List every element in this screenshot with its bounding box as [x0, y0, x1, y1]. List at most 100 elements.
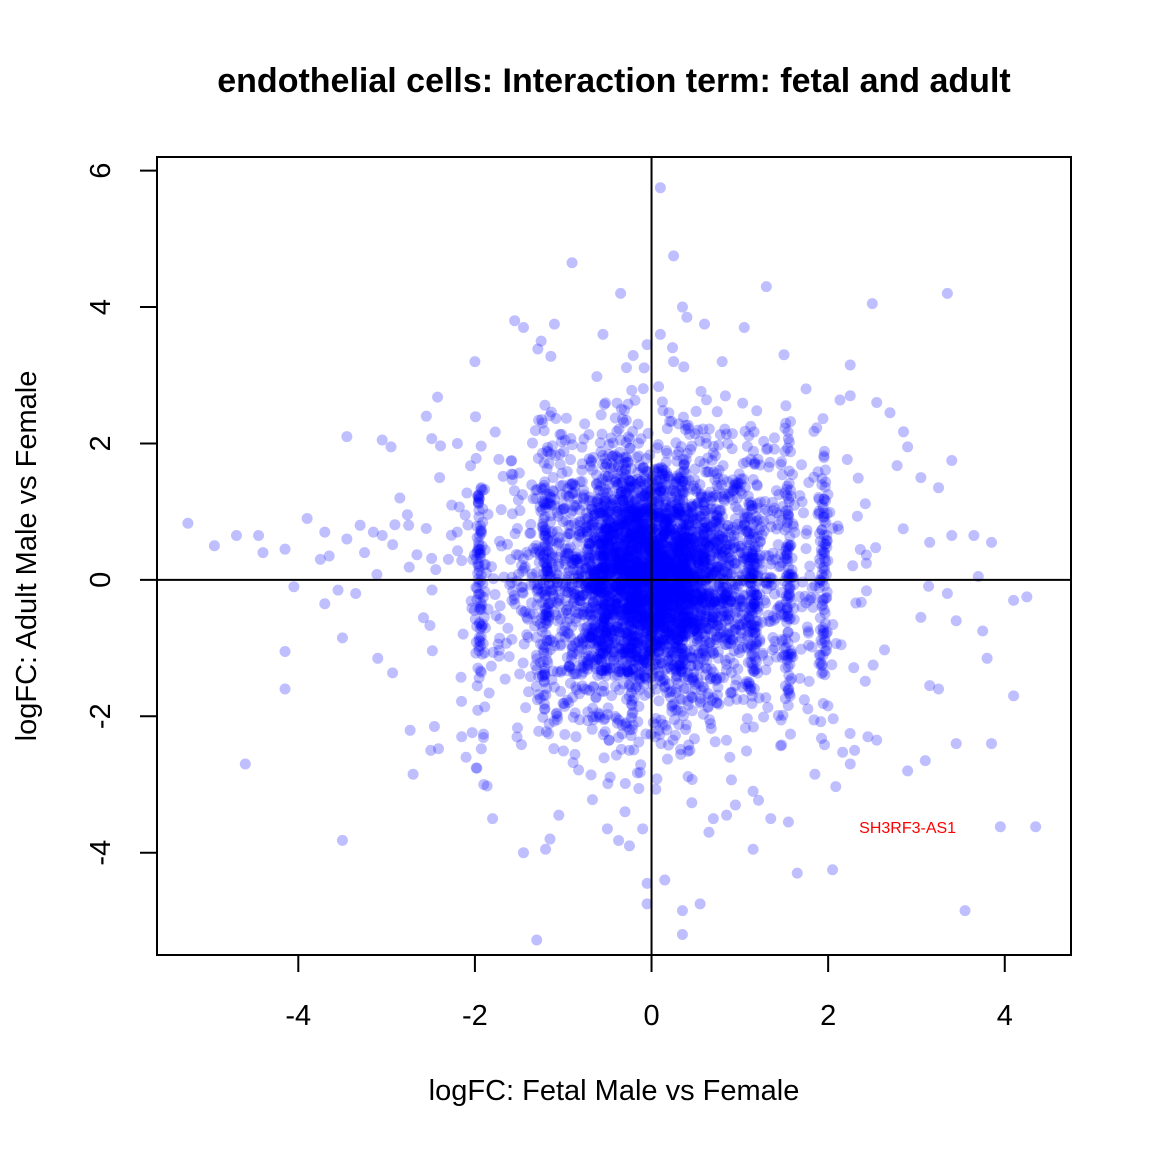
- data-point: [591, 496, 603, 508]
- data-point: [652, 524, 664, 536]
- data-point: [620, 507, 632, 519]
- data-point: [717, 546, 729, 558]
- data-point: [557, 745, 569, 757]
- data-point: [681, 588, 693, 600]
- data-point: [782, 683, 794, 695]
- data-point: [301, 512, 313, 524]
- data-point: [336, 632, 348, 644]
- data-point: [741, 676, 753, 688]
- data-point: [644, 647, 656, 659]
- data-point: [612, 731, 624, 743]
- data-point: [676, 628, 688, 640]
- data-point: [672, 633, 684, 645]
- data-point: [747, 553, 759, 565]
- data-point: [827, 522, 839, 534]
- data-point: [547, 551, 559, 563]
- data-point: [560, 604, 572, 616]
- data-point: [702, 537, 714, 549]
- data-point: [676, 484, 688, 496]
- data-point: [778, 642, 790, 654]
- data-point: [681, 519, 693, 531]
- data-point: [563, 581, 575, 593]
- data-point: [620, 462, 632, 474]
- data-point: [314, 553, 326, 565]
- data-point: [631, 611, 643, 623]
- data-point: [852, 472, 864, 484]
- data-point: [625, 635, 637, 647]
- data-point: [661, 423, 673, 435]
- data-point: [680, 419, 692, 431]
- data-point: [787, 469, 799, 481]
- data-point: [946, 530, 958, 542]
- data-point: [717, 491, 729, 503]
- data-point: [426, 584, 438, 596]
- data-point: [451, 526, 463, 538]
- data-point: [710, 675, 722, 687]
- data-point: [721, 809, 733, 821]
- data-point: [470, 411, 482, 423]
- data-point: [709, 589, 721, 601]
- data-point: [566, 649, 578, 661]
- data-point: [732, 477, 744, 489]
- data-point: [593, 653, 605, 665]
- data-point: [679, 501, 691, 513]
- data-point: [662, 471, 674, 483]
- data-point: [640, 486, 652, 498]
- data-point: [590, 692, 602, 704]
- data-point: [666, 342, 678, 354]
- data-point: [676, 510, 688, 522]
- data-point: [748, 598, 760, 610]
- data-point: [688, 676, 700, 688]
- data-point: [639, 535, 651, 547]
- data-point: [1021, 591, 1033, 603]
- data-point: [788, 499, 800, 511]
- data-point: [239, 758, 251, 770]
- data-point: [708, 529, 720, 541]
- data-point: [615, 287, 627, 299]
- data-point: [639, 605, 651, 617]
- data-point: [773, 488, 785, 500]
- data-point: [702, 562, 714, 574]
- data-point: [816, 569, 828, 581]
- data-point: [551, 707, 563, 719]
- data-point: [1008, 594, 1020, 606]
- data-point: [640, 608, 652, 620]
- data-point: [844, 727, 856, 739]
- data-point: [732, 482, 744, 494]
- data-point: [683, 517, 695, 529]
- data-point: [768, 432, 780, 444]
- data-point: [815, 716, 827, 728]
- data-point: [724, 751, 736, 763]
- data-point: [520, 702, 532, 714]
- data-point: [804, 560, 816, 572]
- data-point: [946, 455, 958, 467]
- data-point: [716, 568, 728, 580]
- data-point: [631, 651, 643, 663]
- data-point: [568, 554, 580, 566]
- data-point: [657, 589, 669, 601]
- data-point: [670, 476, 682, 488]
- data-point: [404, 724, 416, 736]
- data-point: [654, 511, 666, 523]
- data-point: [859, 498, 871, 510]
- data-point: [633, 437, 645, 449]
- data-point: [681, 311, 693, 323]
- data-point: [655, 576, 667, 588]
- data-point: [485, 660, 497, 672]
- data-point: [776, 456, 788, 468]
- data-point: [710, 561, 722, 573]
- data-point: [257, 547, 269, 559]
- data-point: [622, 631, 634, 643]
- data-point: [640, 563, 652, 575]
- data-point: [694, 695, 706, 707]
- data-point: [703, 561, 715, 573]
- data-point: [428, 720, 440, 732]
- data-point: [533, 414, 545, 426]
- data-point: [668, 356, 680, 368]
- data-point: [884, 407, 896, 419]
- data-point: [678, 361, 690, 373]
- data-point: [622, 484, 634, 496]
- data-point: [637, 461, 649, 473]
- data-point: [658, 531, 670, 543]
- data-point: [639, 642, 651, 654]
